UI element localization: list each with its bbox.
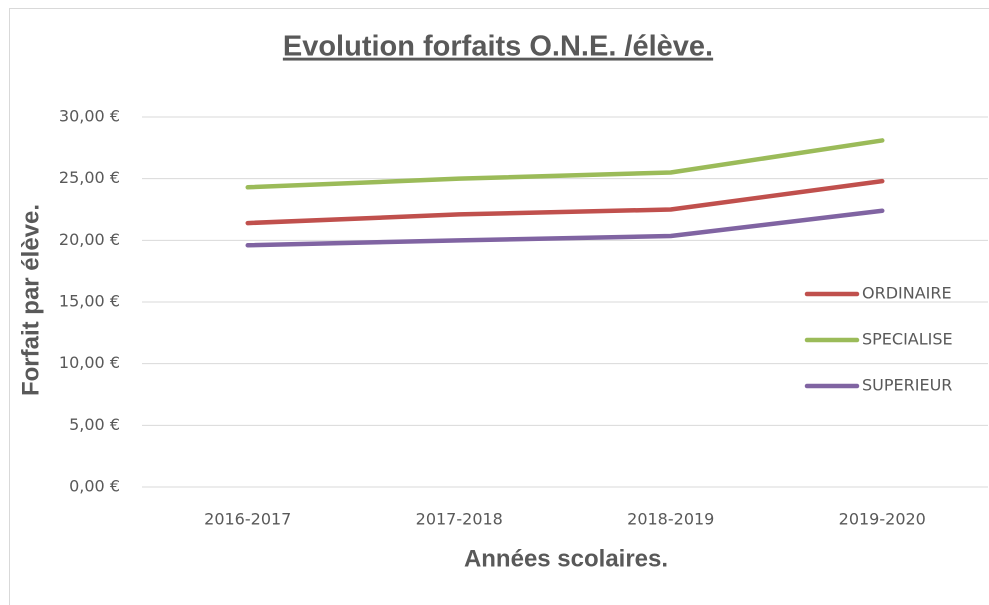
chart-frame (9, 8, 989, 605)
x-tick-label: 2018-2019 (627, 510, 714, 529)
y-tick-label: 20,00 € (59, 230, 120, 249)
x-tick-label: 2016-2017 (204, 510, 291, 529)
legend-label: SUPERIEUR (862, 376, 952, 395)
y-tick-label: 0,00 € (69, 477, 120, 496)
y-axis-label: Forfait par élève. (17, 204, 44, 396)
series-line (245, 208, 885, 248)
y-tick-label: 25,00 € (59, 168, 120, 187)
x-axis-label: Années scolaires. (464, 545, 668, 572)
x-tick-label: 2019-2020 (839, 510, 926, 529)
x-tick-label: 2017-2018 (416, 510, 503, 529)
y-tick-label: 15,00 € (59, 292, 120, 311)
y-tick-label: 5,00 € (69, 415, 120, 434)
series-line (245, 138, 885, 190)
series-line (245, 178, 885, 226)
y-tick-label: 30,00 € (59, 107, 120, 126)
legend-label: SPECIALISE (862, 330, 953, 349)
chart-title: Evolution forfaits O.N.E. /élève. (283, 31, 713, 63)
y-tick-label: 10,00 € (59, 353, 120, 372)
legend-label: ORDINAIRE (862, 284, 952, 303)
